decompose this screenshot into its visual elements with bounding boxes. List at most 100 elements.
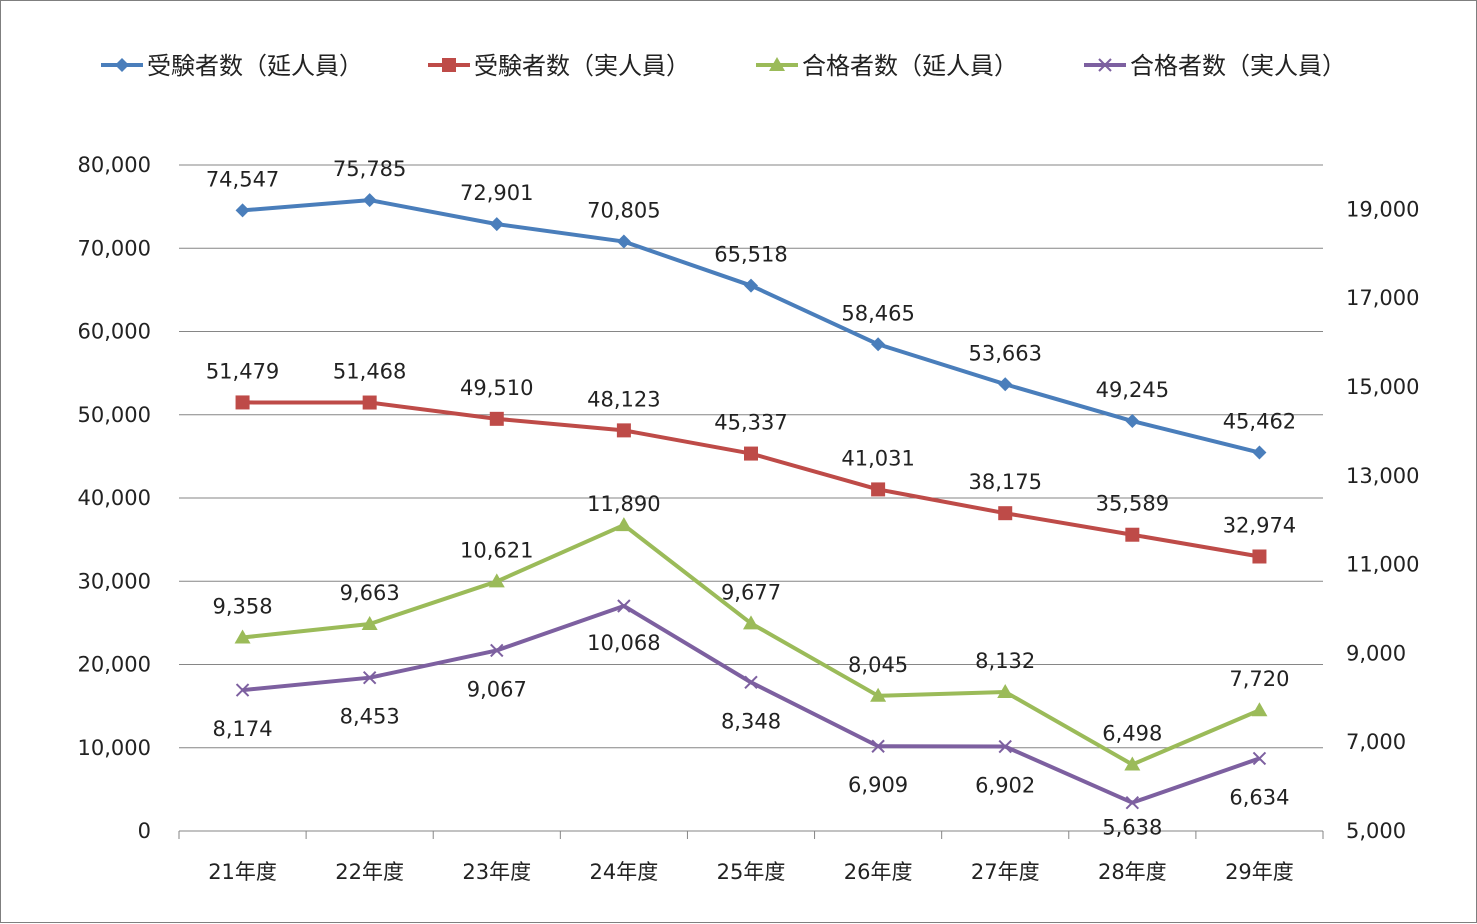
data-label: 51,479 (206, 359, 279, 383)
series-4-point (871, 739, 885, 753)
data-label: 53,663 (968, 341, 1041, 365)
series-1-point (616, 234, 631, 249)
axes: 0 10,000 20,000 30,000 40,000 50,000 60,000 70,… (78, 153, 1420, 884)
series-1-point (744, 278, 758, 293)
data-label: 8,045 (848, 653, 908, 677)
series-1-point (998, 377, 1013, 392)
gridlines (179, 164, 1323, 749)
data-label: 58,465 (841, 301, 914, 325)
data-label: 10,621 (460, 538, 533, 562)
series-3-point (615, 517, 632, 532)
y-left-tick-label: 40,000 (78, 486, 151, 510)
series-2-point (362, 395, 377, 410)
series-4-point-stroke-b (871, 739, 885, 753)
data-label: 51,468 (333, 360, 406, 384)
y-left-tick-label: 80,000 (78, 153, 151, 177)
series-4-point-stroke-b (235, 683, 250, 697)
x-tick-label: 27年度 (971, 860, 1040, 884)
legend-label: 合格者数（実人員） (1130, 52, 1346, 80)
series-3-point (870, 687, 887, 702)
data-label: 10,068 (587, 631, 660, 655)
data-label: 32,974 (1223, 513, 1296, 537)
legend-marker-4 (1098, 58, 1112, 72)
series-4-point (490, 643, 504, 658)
y-left-tick-label: 50,000 (78, 403, 151, 427)
series-3-point (1251, 702, 1268, 717)
x-tick-label: 28年度 (1098, 860, 1167, 884)
y-right-tick-label: 9,000 (1346, 641, 1406, 665)
series-1-point (1125, 414, 1140, 429)
series-3-point (361, 615, 378, 630)
data-label: 8,132 (975, 649, 1035, 673)
data-label: 45,462 (1223, 410, 1296, 434)
series-1-point (871, 337, 886, 352)
y-right-tick-label: 13,000 (1346, 464, 1419, 488)
series-2-point (235, 395, 250, 410)
x-tick-label: 21年度 (208, 860, 277, 884)
y-right-tick-label: 7,000 (1346, 730, 1406, 754)
data-label: 75,785 (333, 157, 406, 181)
data-label: 8,348 (721, 709, 781, 733)
series-2-point (744, 446, 758, 461)
series-layer (234, 193, 1268, 810)
data-label: 70,805 (587, 199, 660, 223)
series-1-point (489, 217, 504, 232)
y-left-tick-label: 30,000 (78, 569, 151, 593)
series-3-point (488, 573, 505, 588)
x-tick-label: 23年度 (462, 860, 531, 884)
data-label: 9,677 (721, 580, 781, 604)
data-label: 45,337 (714, 411, 787, 435)
series-4-point (998, 739, 1012, 754)
y-right-tick-label: 15,000 (1346, 375, 1419, 399)
data-label: 6,634 (1229, 785, 1289, 809)
y-left-tick-label: 10,000 (78, 736, 151, 760)
data-label: 9,663 (340, 581, 400, 605)
series-2-point (1252, 549, 1267, 564)
data-label: 9,358 (212, 595, 272, 619)
series-4-point-stroke-b (998, 739, 1012, 754)
series-3-point (997, 683, 1014, 698)
legend: 受験者数（延人員） 受験者数（実人員） 合格者数（延人員） 合格者数（実人員） (101, 52, 1346, 80)
series-4-point-stroke-b (1125, 795, 1140, 810)
series-3-point (1124, 756, 1141, 771)
y-left-tick-label: 0 (138, 819, 151, 843)
y-right-tick-label: 5,000 (1346, 819, 1406, 843)
data-label: 48,123 (587, 387, 660, 411)
data-label: 11,890 (587, 492, 660, 516)
series-1-point (1252, 445, 1267, 460)
x-tick-label: 29年度 (1225, 860, 1294, 884)
x-tick-label: 25年度 (717, 860, 786, 884)
series-4-point (235, 683, 250, 697)
data-label: 7,720 (1229, 667, 1289, 691)
series-4-point (1125, 795, 1140, 810)
series-4-point-stroke-b (617, 599, 631, 613)
series-2-point (998, 506, 1013, 521)
legend-marker-1 (115, 58, 129, 72)
data-label: 74,547 (206, 167, 279, 191)
series-4-point (362, 670, 377, 685)
data-label: 49,510 (460, 376, 533, 400)
series-4-point (1252, 751, 1267, 766)
x-tick-label: 24年度 (590, 860, 659, 884)
x-tick-label: 22年度 (335, 860, 404, 884)
series-4-point-stroke-b (490, 643, 504, 658)
series-4-point (744, 675, 758, 690)
y-left-tick-label: 70,000 (78, 236, 151, 260)
legend-label: 合格者数（延人員） (802, 52, 1018, 80)
data-label: 41,031 (841, 446, 914, 470)
y-right-tick-label: 11,000 (1346, 553, 1419, 577)
series-3-point (743, 615, 759, 630)
data-label: 35,589 (1096, 492, 1169, 516)
series-1-point (235, 203, 250, 218)
legend-marker-2 (442, 58, 456, 72)
legend-marker-3 (769, 57, 785, 71)
x-tick-label: 26年度 (844, 860, 913, 884)
series-2-point (871, 482, 886, 497)
series-4-point-stroke-b (744, 675, 758, 690)
legend-marker-4-stroke-b (1098, 58, 1112, 72)
data-labels: 74,547 75,785 72,901 70,805 65,518 58,465 53,6… (206, 157, 1296, 840)
data-label: 8,174 (212, 717, 272, 741)
data-label: 6,498 (1102, 721, 1162, 745)
